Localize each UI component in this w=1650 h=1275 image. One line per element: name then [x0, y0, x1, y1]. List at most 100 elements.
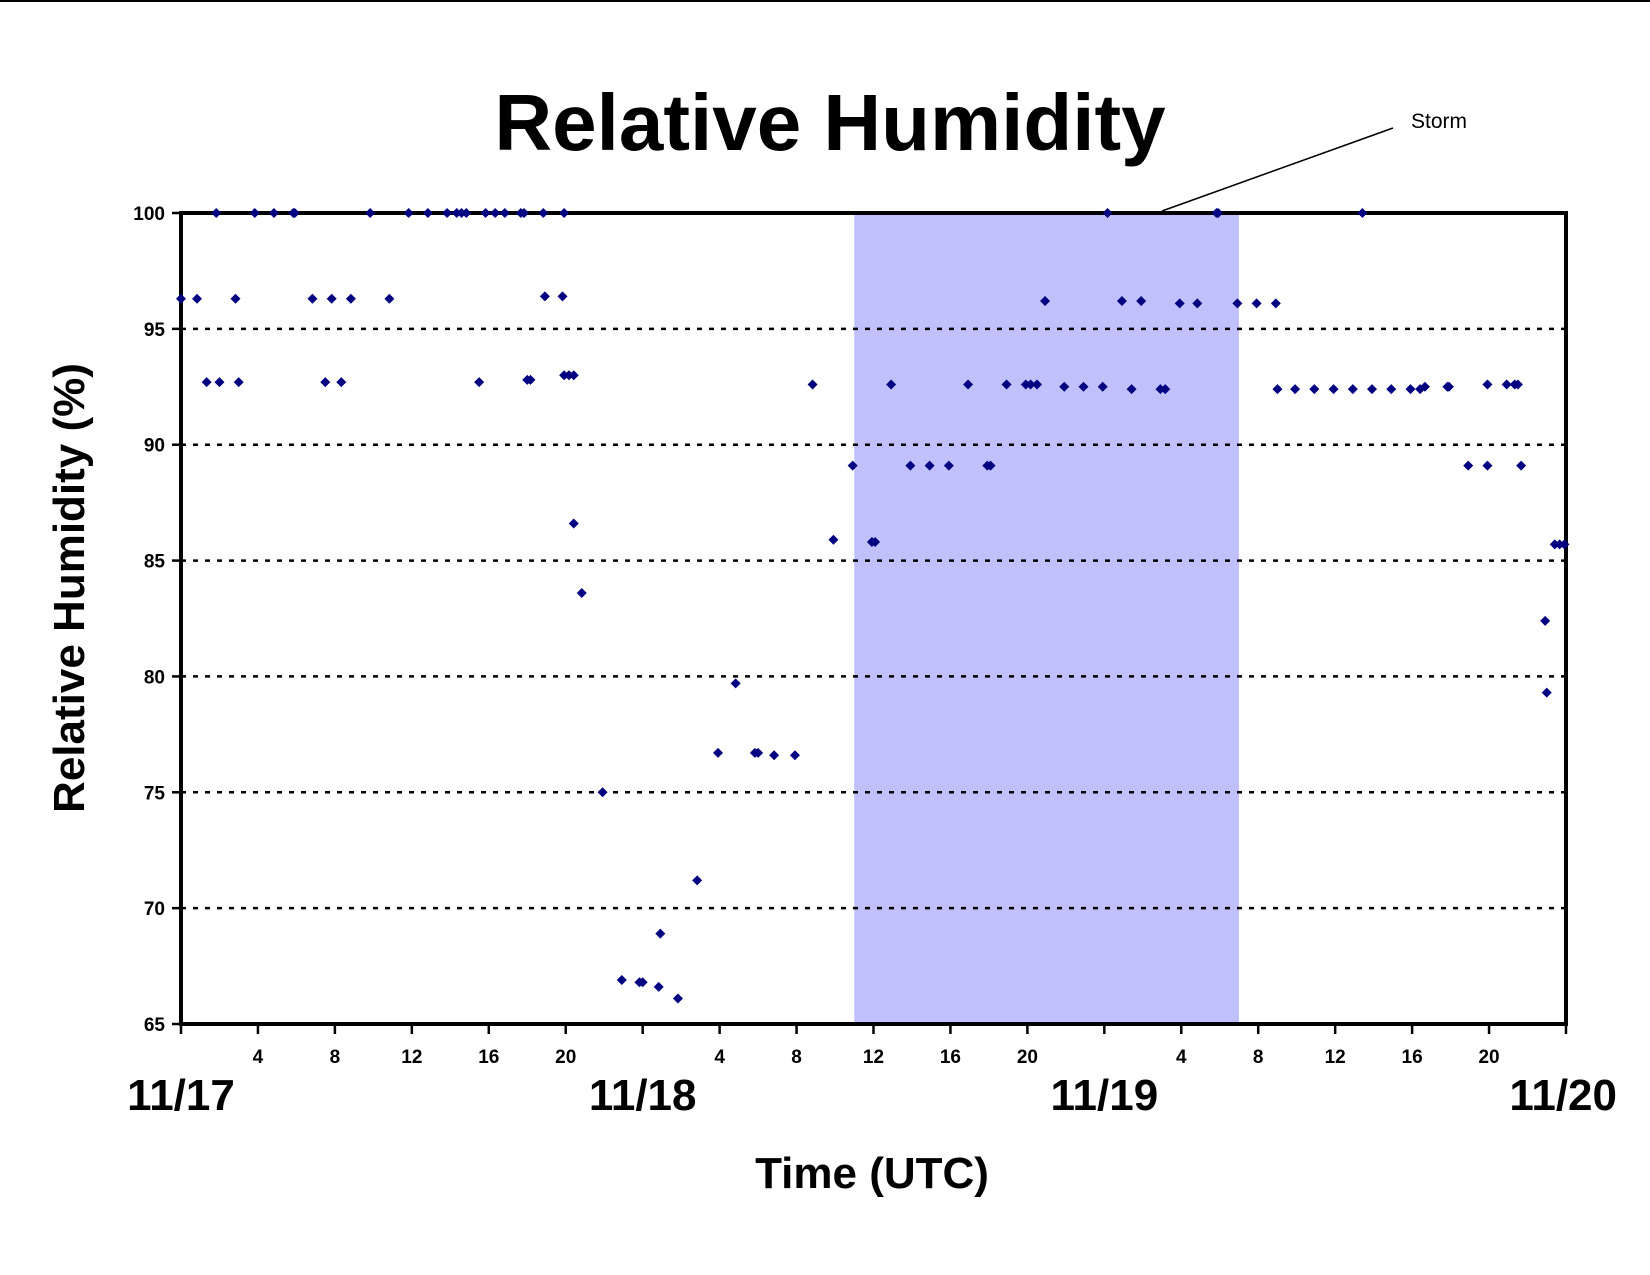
y-tick-label: 85 — [144, 552, 166, 573]
data-point — [653, 981, 664, 992]
data-point — [1251, 298, 1262, 309]
data-point — [828, 534, 839, 545]
data-point — [289, 208, 300, 218]
data-point — [576, 588, 587, 599]
data-point — [480, 208, 491, 218]
data-point — [905, 460, 916, 471]
data-point — [384, 293, 395, 304]
data-point — [692, 875, 703, 886]
x-day-label: 11/20 — [1509, 1071, 1617, 1120]
x-axis-day-labels: 11/17 11/18 11/19 11/20 — [127, 1071, 1617, 1120]
data-point — [1059, 381, 1070, 392]
data-point — [1272, 384, 1283, 395]
x-tick-label: 16 — [1402, 1047, 1423, 1068]
data-point — [1516, 460, 1527, 471]
data-point — [655, 928, 666, 939]
data-point — [616, 974, 627, 985]
data-point — [1025, 379, 1036, 390]
data-point — [1419, 381, 1430, 392]
data-point — [1174, 298, 1185, 309]
data-point — [1367, 384, 1378, 395]
data-point — [176, 293, 186, 304]
data-point — [1482, 460, 1493, 471]
data-point — [519, 208, 530, 218]
storm-annotation-label: Storm — [1411, 110, 1467, 133]
data-point — [1541, 687, 1552, 698]
x-tick-label: 12 — [863, 1047, 884, 1068]
x-tick-label: 4 — [714, 1047, 725, 1068]
data-point — [769, 750, 780, 761]
data-point — [539, 291, 550, 302]
x-day-label: 11/18 — [589, 1071, 697, 1120]
data-point — [1482, 379, 1493, 390]
data-point — [525, 374, 536, 385]
data-point — [1001, 379, 1012, 390]
data-point — [442, 208, 453, 218]
data-point — [538, 208, 549, 218]
data-point — [559, 208, 570, 218]
x-day-label: 11/19 — [1050, 1071, 1158, 1120]
data-point — [637, 977, 648, 988]
data-point — [499, 208, 510, 218]
storm-shaded-region — [854, 213, 1239, 1024]
y-tick-label: 95 — [144, 320, 166, 341]
data-point — [1501, 379, 1512, 390]
data-point — [924, 460, 935, 471]
data-point — [943, 460, 954, 471]
x-tick-label: 20 — [555, 1047, 576, 1068]
data-point — [672, 993, 683, 1004]
data-point — [1126, 384, 1137, 395]
data-point — [1116, 296, 1127, 307]
data-point — [249, 208, 260, 218]
data-point — [230, 293, 241, 304]
data-point — [557, 291, 568, 302]
storm-annotation-leader — [1161, 127, 1394, 212]
data-point — [1512, 379, 1523, 390]
chart-title: Relative Humidity — [494, 78, 1166, 167]
data-point — [1213, 208, 1224, 218]
data-point — [807, 379, 818, 390]
data-point — [985, 460, 996, 471]
x-tick-label: 4 — [253, 1047, 264, 1068]
data-point — [1290, 384, 1301, 395]
data-point — [461, 208, 472, 218]
y-axis-title: Relative Humidity (%) — [45, 363, 94, 813]
data-point — [1347, 384, 1358, 395]
data-point — [214, 377, 225, 388]
data-point — [1160, 384, 1171, 395]
data-point — [568, 518, 579, 529]
data-points — [176, 208, 1570, 1004]
x-axis-ticks: 4 8 12 16 20 4 8 12 16 20 4 8 12 16 20 — [179, 1024, 1568, 1068]
data-point — [1032, 379, 1043, 390]
data-point — [365, 208, 376, 218]
x-tick-label: 12 — [1325, 1047, 1346, 1068]
x-axis-title: Time (UTC) — [755, 1149, 989, 1198]
data-point — [1040, 296, 1051, 307]
data-point — [730, 678, 741, 689]
data-point — [1102, 208, 1113, 218]
data-point — [474, 377, 485, 388]
data-point — [345, 293, 356, 304]
plot-area-frame — [179, 211, 1568, 1026]
data-point — [568, 370, 579, 381]
data-point — [597, 787, 608, 798]
data-point — [320, 377, 331, 388]
data-point — [1443, 381, 1454, 392]
x-tick-label: 20 — [1478, 1047, 1499, 1068]
data-point — [713, 747, 724, 758]
data-point — [268, 208, 279, 218]
gridlines — [181, 327, 1566, 910]
y-tick-label: 100 — [133, 204, 165, 225]
data-point — [336, 377, 347, 388]
y-tick-label: 80 — [144, 667, 165, 688]
x-tick-label: 4 — [1176, 1047, 1187, 1068]
data-point — [192, 293, 203, 304]
data-point — [1405, 384, 1416, 395]
data-point — [1309, 384, 1320, 395]
data-point — [490, 208, 501, 218]
data-point — [1136, 296, 1147, 307]
data-point — [422, 208, 433, 218]
data-point — [1232, 298, 1243, 309]
data-point — [963, 379, 974, 390]
x-tick-label: 8 — [330, 1047, 341, 1068]
